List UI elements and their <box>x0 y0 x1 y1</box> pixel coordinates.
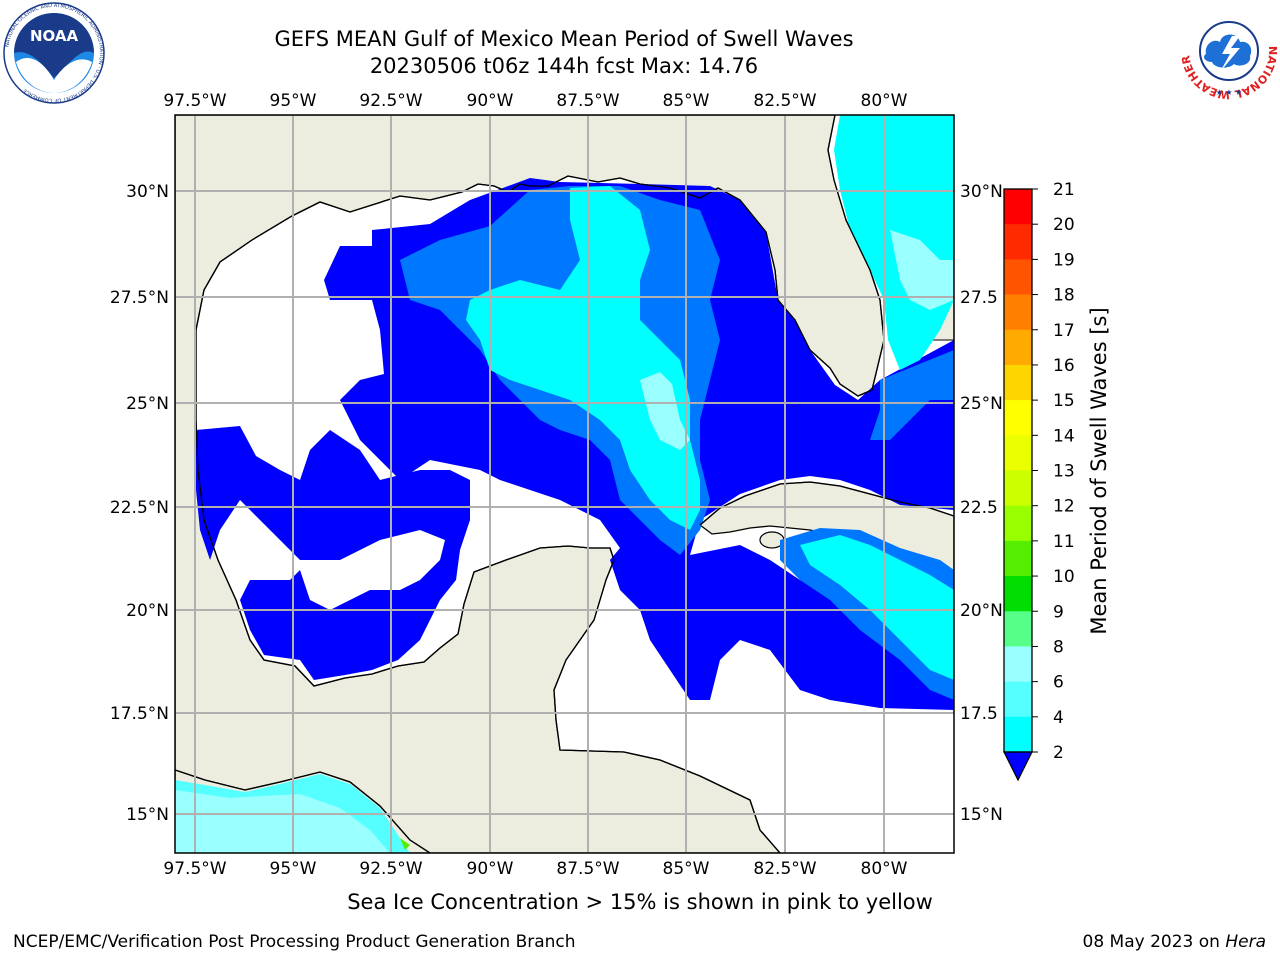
lon-tick-label: 85°W <box>663 91 710 111</box>
colorbar-segment <box>1004 224 1032 260</box>
lon-ticks-bottom: 97.5°W 95°W 92.5°W 90°W 87.5°W 85°W 82.5… <box>163 859 907 879</box>
colorbar-segment <box>1004 364 1032 401</box>
noaa-logo: NATIONAL OCEANIC AND ATMOSPHERIC ADMINIS… <box>3 2 105 104</box>
gridlines <box>175 115 954 853</box>
colorbar-segment <box>1004 470 1032 507</box>
noaa-wordmark: NOAA <box>30 27 79 45</box>
colorbar-tick-label: 10 <box>1053 567 1075 587</box>
swell-band-6-8 <box>466 186 700 530</box>
colorbar-tick-label: 13 <box>1053 462 1075 482</box>
colorbar-tick-label: 18 <box>1053 286 1075 306</box>
colorbar-segment <box>1004 329 1032 366</box>
colorbar-extend-arrow <box>1003 751 1033 782</box>
svg-text:★ ★ ★: ★ ★ ★ <box>1216 88 1243 97</box>
colorbar-tick-label: 20 <box>1053 215 1075 235</box>
footer-host: Hera <box>1225 932 1266 952</box>
colorbar-tick-label: 21 <box>1053 180 1075 200</box>
swell-band-2-4-west <box>196 426 470 680</box>
lon-tick-label: 90°W <box>467 859 514 879</box>
colorbar-tick-label: 9 <box>1053 602 1064 622</box>
lat-tick-label: 25°N <box>126 394 169 414</box>
lon-tick-label: 92.5°W <box>359 859 422 879</box>
swell-band-8-9 <box>640 372 690 450</box>
chart-subtitle: 20230506 t06z 144h fcst Max: 14.76 <box>369 54 759 78</box>
colorbar-tick-label: 14 <box>1053 426 1075 446</box>
footer-credit: NCEP/EMC/Verification Post Processing Pr… <box>13 932 576 952</box>
sea-ice-note: Sea Ice Concentration > 15% is shown in … <box>347 890 933 914</box>
colorbar-tick-label: 16 <box>1053 356 1075 376</box>
footer-date: 08 May 2023 on Hera <box>1083 932 1267 952</box>
colorbar-tick-label: 17 <box>1053 321 1075 341</box>
footer-date-text: 08 May 2023 on <box>1082 932 1226 952</box>
lon-tick-label: 97.5°W <box>163 859 226 879</box>
colorbar-tick-label: 6 <box>1053 673 1064 693</box>
lat-tick-label: 30°N <box>960 182 1003 202</box>
colorbar-tick-label: 11 <box>1053 532 1075 552</box>
lat-tick-label: 17.5 <box>960 704 998 724</box>
colorbar-label: Mean Period of Swell Waves [s] <box>1087 307 1111 634</box>
colorbar-tick-label: 8 <box>1053 637 1064 657</box>
lon-tick-label: 80°W <box>861 859 908 879</box>
swell-band-8-9-pacific <box>175 790 390 853</box>
colorbar-segment <box>1004 435 1032 471</box>
chart-title: GEFS MEAN Gulf of Mexico Mean Period of … <box>274 27 854 51</box>
swell-band-6-8-caribbean <box>800 535 954 680</box>
colorbar-segment <box>1004 716 1032 753</box>
lon-tick-label: 85°W <box>663 859 710 879</box>
colorbar-segment <box>1004 646 1032 683</box>
map-frame <box>174 114 955 854</box>
lon-tick-label: 87.5°W <box>556 91 619 111</box>
lon-tick-label: 82.5°W <box>753 859 816 879</box>
lat-tick-label: 15°N <box>126 805 169 825</box>
lon-tick-label: 97.5°W <box>163 91 226 111</box>
lat-tick-label: 20°N <box>960 601 1003 621</box>
lat-tick-label: 22.5 <box>960 498 998 518</box>
lon-ticks-top: 97.5°W 95°W 92.5°W 90°W 87.5°W 85°W 82.5… <box>163 91 907 111</box>
lon-tick-label: 82.5°W <box>753 91 816 111</box>
colorbar-segment <box>1004 400 1032 436</box>
lon-tick-label: 80°W <box>861 91 908 111</box>
lat-ticks-left: 30°N 27.5°N 25°N 22.5°N 20°N 17.5°N 15°N <box>110 182 169 825</box>
colorbar-segment <box>1004 576 1032 612</box>
colorbar-segment <box>1004 294 1032 331</box>
lat-tick-label: 15°N <box>960 805 1003 825</box>
colorbar-segment <box>1004 189 1032 225</box>
swell-band-4-6-atlantic <box>870 350 954 440</box>
lat-tick-label: 17.5°N <box>110 704 169 724</box>
lat-tick-label: 20°N <box>126 601 169 621</box>
lon-tick-label: 92.5°W <box>359 91 422 111</box>
colorbar-segment <box>1004 505 1032 542</box>
colorbar-tick-label: 15 <box>1053 391 1075 411</box>
colorbar-tick-label: 2 <box>1053 743 1064 763</box>
lat-tick-label: 27.5 <box>960 288 998 308</box>
colorbar-segment <box>1004 611 1032 647</box>
lat-ticks-right: 30°N 27.5 25°N 22.5 20°N 17.5 15°N <box>960 182 1003 825</box>
colorbar-segment <box>1004 681 1032 718</box>
lat-tick-label: 27.5°N <box>110 288 169 308</box>
swell-band-10-11 <box>400 838 410 850</box>
colorbar-segment <box>1004 259 1032 296</box>
lat-tick-label: 30°N <box>126 182 169 202</box>
lon-tick-label: 87.5°W <box>556 859 619 879</box>
colorbar-tick-label: 12 <box>1053 497 1075 517</box>
lat-tick-label: 25°N <box>960 394 1003 414</box>
colorbar: 21 20 19 18 17 16 15 14 13 12 11 10 9 8 6 4 2 Mean Perio… <box>1003 180 1111 782</box>
map-area <box>175 115 954 853</box>
lat-tick-label: 22.5°N <box>110 498 169 518</box>
colorbar-segment <box>1004 540 1032 577</box>
swell-band-8-9-atlantic <box>890 230 954 310</box>
lon-tick-label: 90°W <box>467 91 514 111</box>
lon-tick-label: 95°W <box>270 859 317 879</box>
nws-logo: NATIONAL WEATHER SERVICE ★ ★ ★ <box>1180 2 1278 100</box>
colorbar-tick-label: 19 <box>1053 250 1075 270</box>
colorbar-tick-label: 4 <box>1053 708 1064 728</box>
lon-tick-label: 95°W <box>270 91 317 111</box>
